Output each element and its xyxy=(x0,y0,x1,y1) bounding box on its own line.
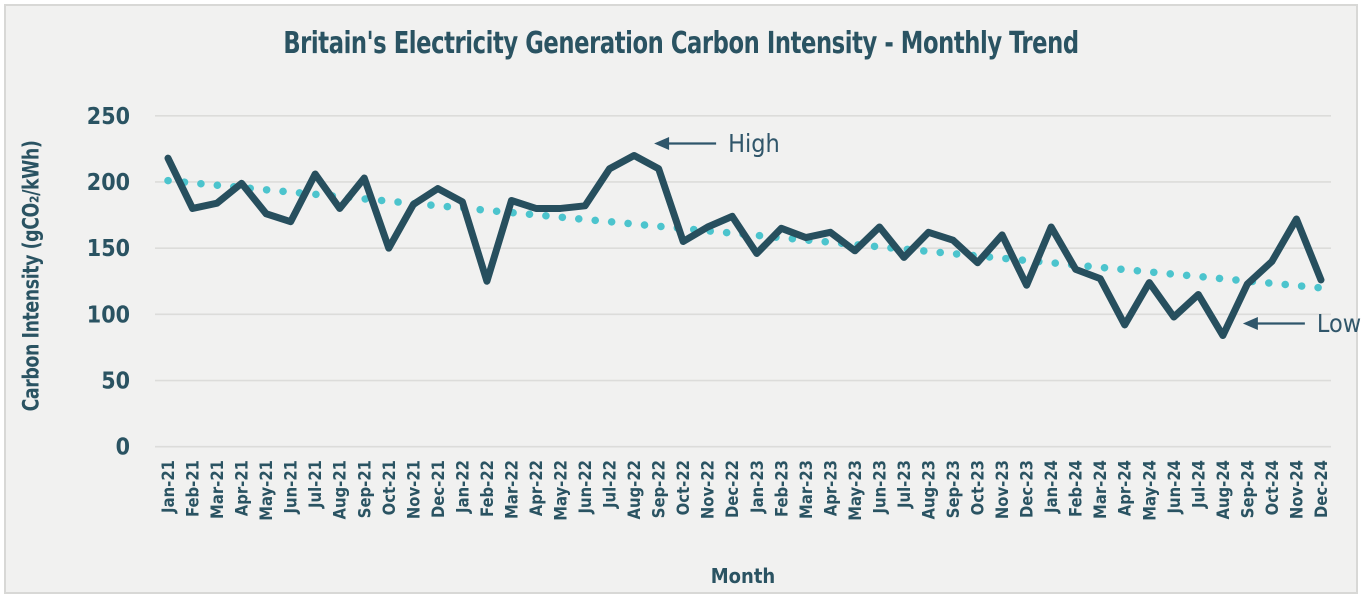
svg-text:Mar-21: Mar-21 xyxy=(208,460,227,519)
svg-text:Jan-24: Jan-24 xyxy=(1042,460,1061,514)
carbon-intensity-line xyxy=(164,152,1325,340)
svg-text:Jun-21: Jun-21 xyxy=(282,460,301,514)
svg-text:Sep-23: Sep-23 xyxy=(944,460,963,518)
svg-text:Feb-22: Feb-22 xyxy=(478,460,497,517)
svg-text:Apr-24: Apr-24 xyxy=(1116,460,1135,516)
high-annotation: High xyxy=(654,129,780,158)
svg-text:Sep-22: Sep-22 xyxy=(650,460,669,518)
svg-text:Feb-23: Feb-23 xyxy=(772,460,791,517)
svg-text:Jan-21: Jan-21 xyxy=(159,460,178,514)
svg-text:200: 200 xyxy=(87,170,130,196)
svg-text:Aug-22: Aug-22 xyxy=(625,460,644,520)
svg-text:Dec-23: Dec-23 xyxy=(1018,460,1037,518)
svg-text:Nov-22: Nov-22 xyxy=(699,460,718,519)
svg-text:Feb-24: Feb-24 xyxy=(1067,460,1086,517)
svg-text:Jan-22: Jan-22 xyxy=(453,460,472,514)
high-arrowhead-icon xyxy=(654,137,670,151)
svg-text:Mar-22: Mar-22 xyxy=(502,460,521,519)
svg-text:Jun-23: Jun-23 xyxy=(870,460,889,514)
svg-text:150: 150 xyxy=(87,236,130,262)
svg-text:Jul-23: Jul-23 xyxy=(895,460,914,509)
svg-text:Nov-23: Nov-23 xyxy=(993,460,1012,519)
x-tick-labels: Jan-21 Feb-21 Mar-21 Apr-21 May-21 Jun-21 Jul-… xyxy=(159,460,1331,521)
svg-text:Jan-23: Jan-23 xyxy=(748,460,767,514)
svg-text:Apr-21: Apr-21 xyxy=(233,460,252,516)
svg-text:May-22: May-22 xyxy=(552,460,571,521)
svg-text:0: 0 xyxy=(116,435,130,461)
svg-text:Apr-23: Apr-23 xyxy=(821,460,840,516)
svg-text:Jul-24: Jul-24 xyxy=(1189,460,1208,509)
svg-text:Mar-24: Mar-24 xyxy=(1091,460,1110,519)
svg-text:Jun-22: Jun-22 xyxy=(576,460,595,514)
chart-title: Britain's Electricity Generation Carbon … xyxy=(283,26,1079,61)
low-arrowhead-icon xyxy=(1242,317,1258,331)
svg-text:Dec-22: Dec-22 xyxy=(723,460,742,518)
svg-text:May-21: May-21 xyxy=(257,460,276,521)
svg-text:Oct-24: Oct-24 xyxy=(1263,460,1282,515)
svg-text:Oct-21: Oct-21 xyxy=(380,460,399,515)
low-annotation-label: Low xyxy=(1317,309,1361,338)
x-axis-label: Month xyxy=(710,564,776,588)
high-annotation-label: High xyxy=(728,129,780,158)
svg-text:May-24: May-24 xyxy=(1140,460,1159,521)
svg-text:Feb-21: Feb-21 xyxy=(184,460,203,517)
svg-text:May-23: May-23 xyxy=(846,460,865,521)
svg-text:50: 50 xyxy=(101,369,130,395)
low-annotation: Low xyxy=(1242,309,1361,338)
svg-text:Mar-23: Mar-23 xyxy=(797,460,816,519)
svg-text:Dec-21: Dec-21 xyxy=(429,460,448,518)
svg-text:Aug-21: Aug-21 xyxy=(331,460,350,520)
svg-text:Nov-24: Nov-24 xyxy=(1287,460,1306,519)
svg-text:Dec-24: Dec-24 xyxy=(1312,460,1331,518)
svg-text:Aug-23: Aug-23 xyxy=(919,460,938,520)
svg-text:Oct-22: Oct-22 xyxy=(674,460,693,515)
svg-text:Jul-22: Jul-22 xyxy=(601,460,620,509)
svg-text:Jun-24: Jun-24 xyxy=(1165,460,1184,514)
svg-text:Nov-21: Nov-21 xyxy=(404,460,423,519)
svg-text:100: 100 xyxy=(87,302,130,328)
svg-text:250: 250 xyxy=(87,104,130,130)
svg-text:Sep-24: Sep-24 xyxy=(1238,460,1257,518)
svg-text:Aug-24: Aug-24 xyxy=(1214,460,1233,520)
svg-text:Apr-22: Apr-22 xyxy=(527,460,546,516)
chart-frame xyxy=(4,4,1358,594)
gridlines xyxy=(155,115,1331,448)
svg-text:Jul-21: Jul-21 xyxy=(306,460,325,509)
svg-text:Oct-23: Oct-23 xyxy=(969,460,988,515)
y-tick-labels: 0 50 100 150 200 250 xyxy=(87,104,130,461)
svg-text:Sep-21: Sep-21 xyxy=(355,460,374,518)
